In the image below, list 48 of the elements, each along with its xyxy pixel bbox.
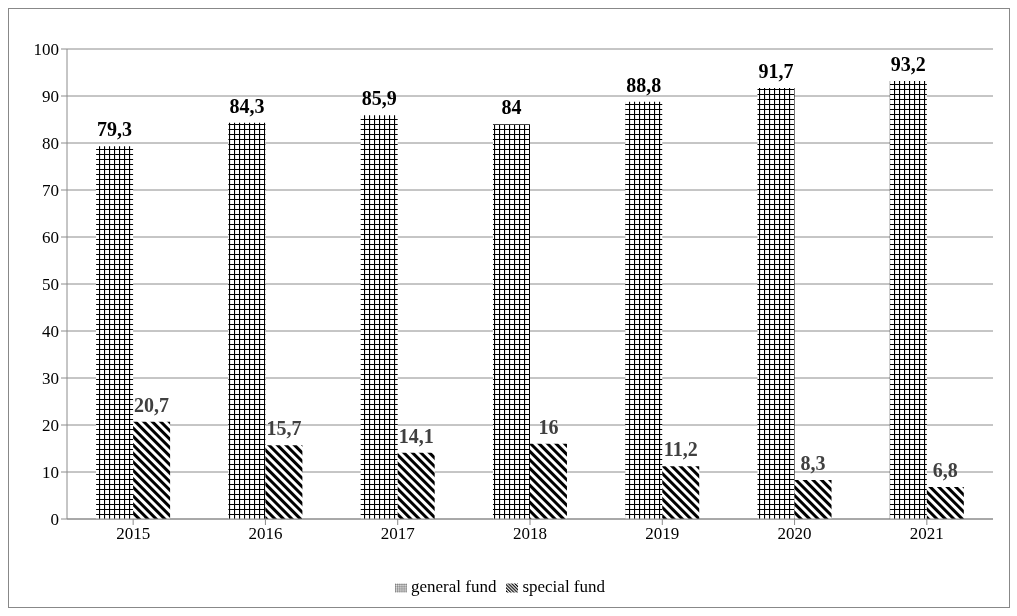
bar [397,452,435,519]
y-tick-label: 30 [42,369,59,389]
y-tick-label: 50 [42,275,59,295]
bar [889,80,927,519]
bar [529,443,567,519]
bar [492,124,530,519]
y-tick-label: 40 [42,322,59,342]
data-label: 15,7 [266,417,302,440]
bar [757,88,795,519]
y-tick-label: 80 [42,134,59,154]
bar [96,146,134,519]
data-label: 85,9 [361,87,397,110]
data-label: 93,2 [890,52,926,75]
bar [265,445,303,519]
bar [662,466,700,519]
data-label: 84 [501,96,522,119]
bar [794,479,832,519]
y-tick-label: 20 [42,416,59,436]
x-tick-label: 2020 [777,524,812,544]
data-label: 84,3 [229,94,265,117]
data-label: 20,7 [134,393,170,416]
data-label: 6,8 [932,459,958,482]
x-tick-label: 2021 [909,524,944,544]
y-tick-label: 10 [42,463,59,483]
legend-label: general fund [410,577,497,596]
data-label: 88,8 [626,73,662,96]
data-label: 79,3 [97,118,133,141]
x-tick-label: 2019 [645,524,680,544]
bar [360,115,398,519]
legend-label: special fund [522,577,606,596]
x-tick-label: 2016 [248,524,283,544]
bar [625,101,663,519]
x-tick-label: 2018 [513,524,547,544]
y-tick-label: 60 [42,228,59,248]
bar [926,487,964,519]
data-label: 8,3 [800,451,826,474]
bar [228,122,266,519]
y-tick-label: 0 [50,510,59,530]
bar [133,421,171,519]
data-label: 14,1 [398,424,434,447]
x-tick-label: 2015 [116,524,151,544]
data-label: 91,7 [758,60,794,83]
y-tick-label: 100 [33,40,59,60]
x-tick-label: 2017 [380,524,416,544]
data-label: 16 [538,415,559,438]
data-label: 11,2 [663,438,698,461]
y-tick-label: 70 [42,181,59,201]
y-tick-label: 90 [42,87,59,107]
